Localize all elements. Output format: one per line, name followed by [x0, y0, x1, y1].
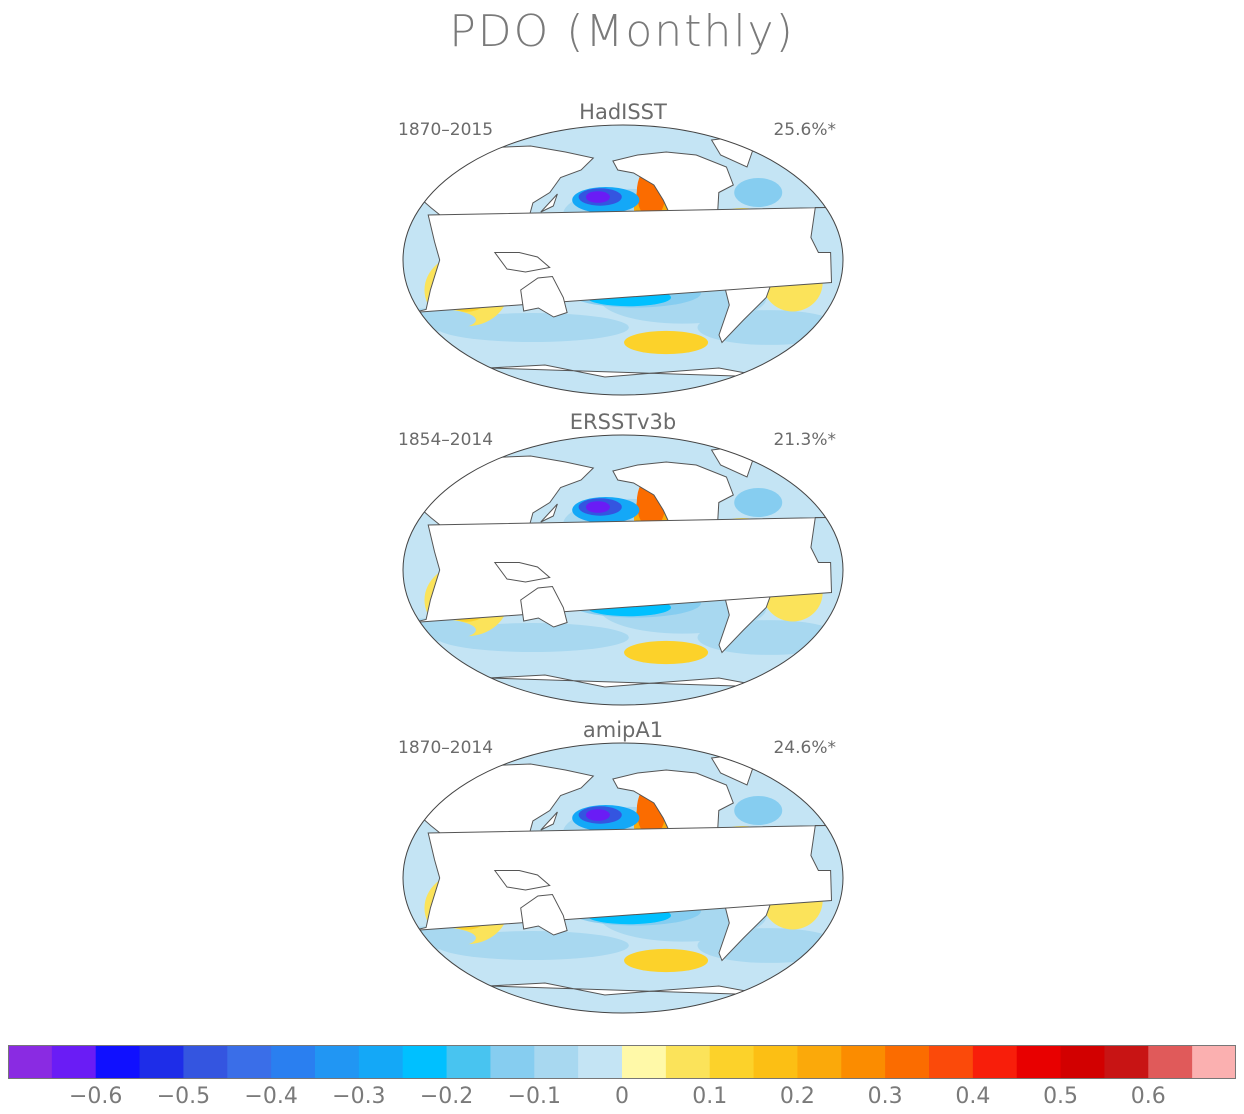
panel-variance: 21.3%* — [773, 430, 836, 450]
land-mass — [540, 503, 558, 523]
colorbar-segment — [51, 1045, 97, 1079]
panel-period: 1870–2015 — [398, 120, 494, 140]
land-mass — [488, 364, 770, 395]
map-panel-amipa1: amipA1 1870–2014 24.6%* — [398, 718, 848, 1028]
colorbar-segment — [139, 1045, 184, 1079]
colorbar-segment — [402, 1045, 448, 1079]
anomaly-patch — [585, 501, 610, 513]
land-mass — [493, 252, 551, 273]
colorbar-tick-label: −0.6 — [68, 1084, 123, 1109]
colorbar-segment — [885, 1045, 930, 1079]
panel-period: 1870–2014 — [398, 738, 494, 758]
colorbar-segment — [1104, 1045, 1149, 1079]
anomaly-patch — [624, 640, 709, 665]
colorbar-segment — [1016, 1045, 1062, 1079]
sst-regression-map — [402, 434, 844, 706]
colorbar-segment — [8, 1045, 53, 1079]
colorbar-segment — [665, 1045, 711, 1079]
colorbar-segment — [753, 1045, 798, 1079]
colorbar-segment — [841, 1045, 886, 1079]
colorbar-tick-label: −0.5 — [156, 1084, 211, 1109]
colorbar-tick-label: 0.4 — [955, 1084, 991, 1109]
anomaly-patch — [585, 191, 610, 203]
anomaly-patch — [624, 330, 709, 355]
land-mass — [520, 585, 568, 628]
colorbar-segment — [578, 1045, 623, 1079]
panel-period: 1854–2014 — [398, 430, 494, 450]
colorbar-segment — [929, 1045, 974, 1079]
panel-variance: 25.6%* — [773, 120, 836, 140]
land-mass — [493, 562, 551, 583]
colorbar-segment — [227, 1045, 272, 1079]
map-panel-hadisst: HadISST 1870–2015 25.6%* — [398, 100, 848, 410]
panel-variance: 24.6%* — [773, 738, 836, 758]
colorbar-segment — [95, 1045, 141, 1079]
figure-title: PDO (Monthly) — [449, 6, 795, 57]
anomaly-patch — [734, 488, 783, 517]
colorbar-tick-label: 0.5 — [1043, 1084, 1079, 1109]
anomaly-patch — [734, 178, 783, 207]
map-border — [402, 124, 844, 396]
colorbar-tick-label: 0.3 — [867, 1084, 903, 1109]
colorbar-tick-label: −0.1 — [507, 1084, 561, 1109]
land-mass — [520, 275, 568, 318]
colorbar-tick-label: −0.4 — [244, 1084, 298, 1109]
colorbar-segment — [972, 1045, 1018, 1079]
land-mass — [493, 870, 551, 891]
colorbar-tick-label: −0.3 — [332, 1084, 386, 1109]
land-mass — [488, 982, 770, 1013]
colorbar-segment — [534, 1045, 579, 1079]
colorbar-segment — [358, 1045, 404, 1079]
colorbar-tick-label: 0.2 — [779, 1084, 815, 1109]
colorbar-segment — [490, 1045, 535, 1079]
colorbar-segment — [622, 1045, 667, 1079]
anomaly-patch — [697, 310, 842, 345]
colorbar-segment — [271, 1045, 316, 1079]
colorbar-segment — [1060, 1045, 1105, 1079]
colorbar — [8, 1045, 1236, 1079]
colorbar-segment — [183, 1045, 228, 1079]
anomaly-patch — [624, 948, 709, 973]
colorbar-segment — [446, 1045, 491, 1079]
land-mass — [540, 811, 558, 831]
colorbar-segment — [1148, 1045, 1193, 1079]
panel-dataset-name: ERSSTv3b — [569, 410, 677, 434]
panel-dataset-name: HadISST — [579, 100, 667, 124]
map-panel-ersstv3b: ERSSTv3b 1854–2014 21.3%* — [398, 410, 848, 720]
land-mass — [488, 674, 770, 705]
colorbar-tick-label: 0 — [615, 1084, 629, 1109]
colorbar-tick-label: 0.1 — [692, 1084, 728, 1109]
colorbar-frame — [8, 1045, 1236, 1079]
land-mass — [520, 893, 568, 936]
colorbar-segment — [315, 1045, 360, 1079]
sst-regression-map — [402, 124, 844, 396]
map-border — [402, 434, 844, 706]
anomaly-patch — [585, 809, 610, 821]
land-mass — [540, 193, 558, 213]
map-border — [402, 742, 844, 1014]
anomaly-patch — [734, 796, 783, 825]
sst-regression-map — [402, 742, 844, 1014]
colorbar-segment — [1192, 1045, 1236, 1079]
colorbar-tick-label: −0.2 — [419, 1084, 474, 1109]
colorbar-segment — [797, 1045, 842, 1079]
panel-dataset-name: amipA1 — [582, 718, 664, 742]
colorbar-tick-label: 0.6 — [1130, 1084, 1166, 1109]
anomaly-patch — [697, 620, 842, 655]
anomaly-patch — [697, 928, 842, 963]
colorbar-segment — [709, 1045, 755, 1079]
